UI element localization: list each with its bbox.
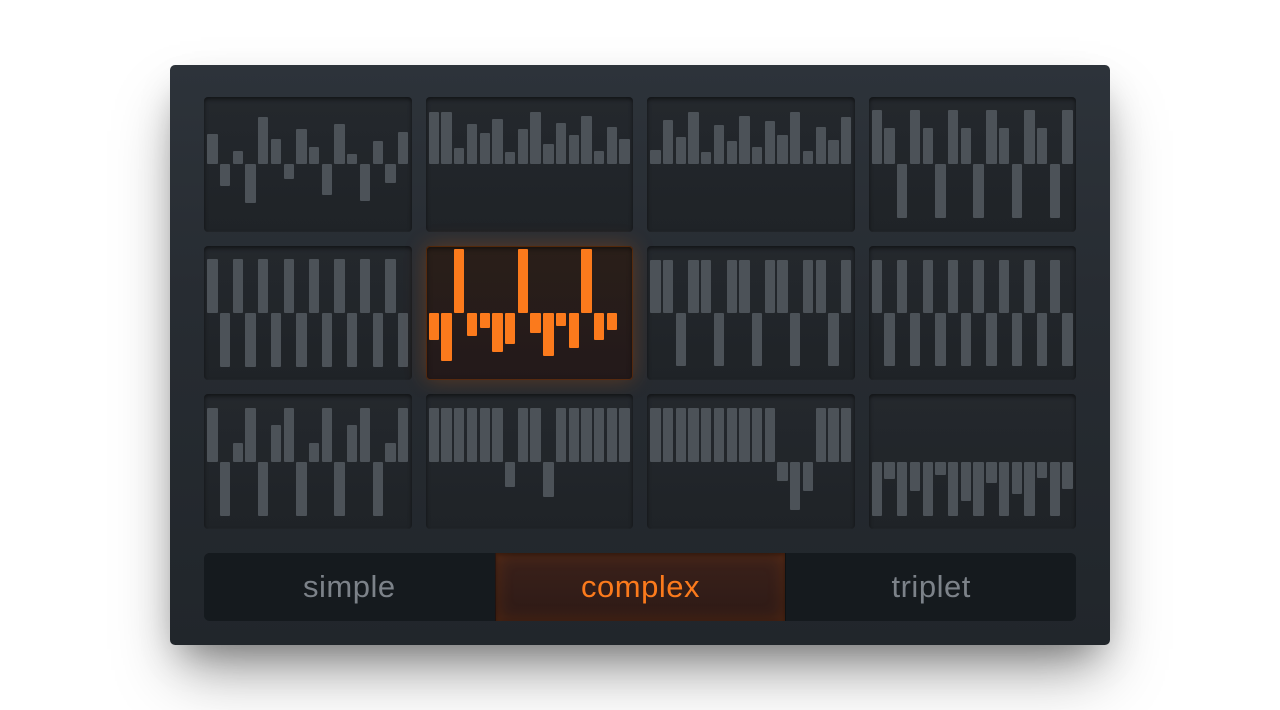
- pattern-picker-panel: simple complex triplet: [170, 65, 1110, 645]
- pattern-preview: [869, 394, 1077, 529]
- pattern-cell-0[interactable]: [204, 97, 412, 232]
- pattern-cell-11[interactable]: [869, 394, 1077, 529]
- pattern-cell-3[interactable]: [869, 97, 1077, 232]
- tab-triplet[interactable]: triplet: [785, 553, 1076, 621]
- pattern-preview: [426, 97, 634, 232]
- pattern-cell-1[interactable]: [426, 97, 634, 232]
- pattern-cell-7[interactable]: [869, 246, 1077, 381]
- pattern-cell-2[interactable]: [647, 97, 855, 232]
- pattern-cell-9[interactable]: [426, 394, 634, 529]
- pattern-preview: [647, 394, 855, 529]
- tab-label: simple: [303, 569, 396, 605]
- pattern-preview: [869, 97, 1077, 232]
- pattern-preview: [647, 246, 855, 381]
- pattern-cell-10[interactable]: [647, 394, 855, 529]
- pattern-preview: [204, 246, 412, 381]
- pattern-preview: [426, 246, 634, 381]
- pattern-cell-6[interactable]: [647, 246, 855, 381]
- tab-label: complex: [581, 569, 700, 605]
- pattern-grid: [204, 97, 1076, 529]
- pattern-cell-5[interactable]: [426, 246, 634, 381]
- tab-complex[interactable]: complex: [495, 553, 786, 621]
- pattern-preview: [426, 394, 634, 529]
- tab-simple[interactable]: simple: [204, 553, 495, 621]
- pattern-preview: [204, 97, 412, 232]
- pattern-cell-4[interactable]: [204, 246, 412, 381]
- pattern-cell-8[interactable]: [204, 394, 412, 529]
- pattern-preview: [869, 246, 1077, 381]
- pattern-category-tabs: simple complex triplet: [204, 553, 1076, 621]
- tab-label: triplet: [892, 569, 971, 605]
- pattern-preview: [647, 97, 855, 232]
- pattern-preview: [204, 394, 412, 529]
